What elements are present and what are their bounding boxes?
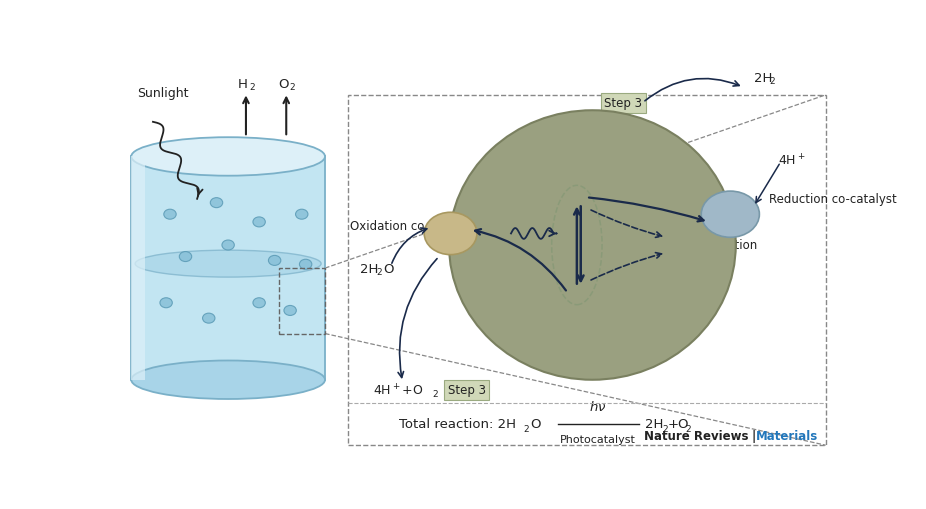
Ellipse shape [131,361,325,399]
Text: 2: 2 [662,424,668,433]
Text: H: H [238,78,248,91]
Ellipse shape [210,198,222,208]
Text: 2: 2 [523,424,529,433]
Text: Reduction co-catalyst: Reduction co-catalyst [770,193,896,206]
Text: 4H$^+$+O: 4H$^+$+O [373,382,423,398]
Text: 4H$^+$: 4H$^+$ [779,153,806,168]
Text: Photocatalyst: Photocatalyst [560,435,636,444]
Ellipse shape [131,138,325,176]
Text: Recombination: Recombination [669,239,758,252]
Text: 2: 2 [249,83,255,92]
Ellipse shape [135,250,321,277]
Text: O: O [531,417,541,430]
Ellipse shape [701,192,759,238]
Text: Oxidation co-catalyst: Oxidation co-catalyst [350,220,476,233]
Text: $h\nu$$>$$E_g$: $h\nu$$>$$E_g$ [495,190,541,208]
Ellipse shape [253,217,266,228]
Text: O: O [279,78,289,91]
Text: Total reaction: 2H: Total reaction: 2H [398,417,516,430]
Text: 2H: 2H [360,262,378,275]
Text: 2: 2 [289,83,295,92]
Text: 2: 2 [376,268,382,277]
Text: O: O [383,262,394,275]
Text: $h\nu$: $h\nu$ [590,399,607,413]
Ellipse shape [284,306,296,316]
Ellipse shape [449,111,736,380]
Text: h$^+$: h$^+$ [582,280,601,295]
Text: |: | [751,429,756,442]
Ellipse shape [299,260,312,270]
Ellipse shape [180,252,192,262]
Ellipse shape [253,298,266,308]
Text: Step 3: Step 3 [605,97,643,110]
Ellipse shape [269,256,281,266]
Ellipse shape [160,298,172,308]
Text: 2: 2 [432,389,438,399]
Text: Step 2: Step 2 [585,151,623,163]
Text: Step 1: Step 1 [562,333,600,346]
Text: Materials: Materials [756,429,819,442]
Text: Step 2: Step 2 [495,297,534,309]
Text: 2H: 2H [645,417,663,430]
Text: e$^-$: e$^-$ [579,193,598,206]
Polygon shape [131,157,325,380]
Text: 2: 2 [685,424,691,433]
Text: +O: +O [668,417,689,430]
Text: 2H: 2H [754,71,772,84]
Text: 2: 2 [770,77,775,87]
Ellipse shape [295,210,308,220]
Polygon shape [131,157,145,380]
Ellipse shape [164,210,176,220]
Text: Nature Reviews: Nature Reviews [644,429,748,442]
Text: Sunlight: Sunlight [137,87,189,100]
Ellipse shape [203,314,215,324]
Ellipse shape [222,241,234,250]
Ellipse shape [424,213,477,255]
Text: Step 3: Step 3 [448,383,486,397]
